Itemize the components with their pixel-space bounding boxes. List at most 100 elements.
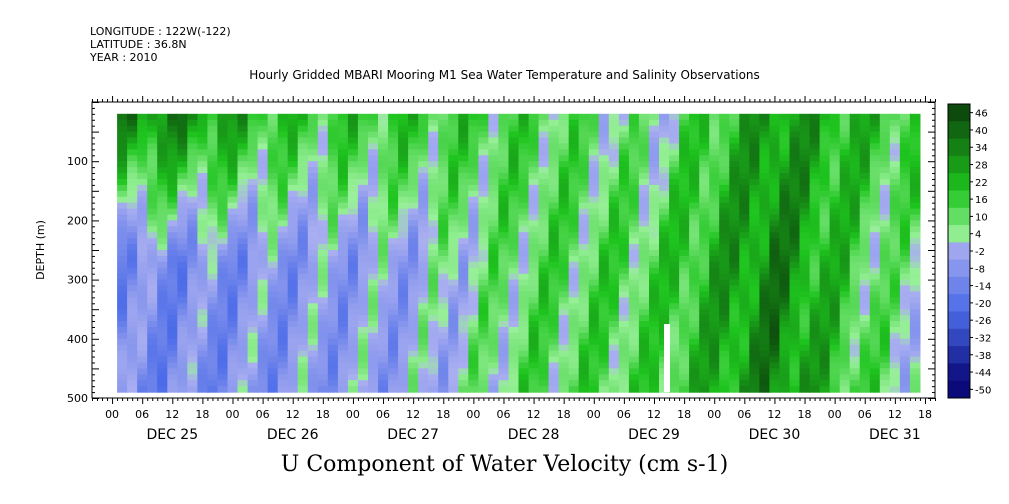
heatmap-cell (478, 279, 489, 287)
heatmap-cell (839, 332, 851, 340)
heatmap-cell (127, 161, 138, 168)
heatmap-cell (759, 279, 770, 287)
heatmap-cell (649, 261, 660, 269)
heatmap-cell (909, 267, 921, 275)
heatmap-cell (889, 149, 901, 156)
heatmap-cell (438, 125, 449, 133)
heatmap-cell (618, 315, 630, 322)
heatmap-cell (167, 285, 178, 292)
heatmap-cell (889, 184, 901, 192)
heatmap-cell (347, 143, 359, 150)
heatmap-cell (247, 332, 259, 340)
heatmap-cell (167, 202, 178, 210)
heatmap-cell (127, 196, 138, 204)
heatmap-cell (468, 362, 479, 369)
heatmap-cell (317, 362, 329, 369)
heatmap-cell (638, 155, 650, 162)
heatmap-cell (237, 155, 249, 162)
heatmap-cell (649, 202, 660, 210)
heatmap-cell (608, 226, 620, 233)
heatmap-cell (498, 226, 509, 233)
heatmap-cell (237, 261, 249, 269)
heatmap-cell (769, 131, 780, 139)
heatmap-cell (638, 244, 650, 251)
heatmap-cell (859, 291, 871, 298)
heatmap-cell (137, 161, 148, 168)
heatmap-cell (859, 362, 871, 369)
heatmap-cell (468, 380, 479, 387)
heatmap-cell (809, 167, 821, 174)
heatmap-cell (829, 250, 841, 257)
heatmap-cell (388, 161, 399, 168)
heatmap-cell (669, 155, 680, 162)
heatmap-cell (127, 285, 138, 292)
heatmap-cell (317, 196, 329, 204)
heatmap-cell (889, 137, 901, 144)
heatmap-cell (247, 232, 259, 239)
heatmap-cell (548, 291, 560, 298)
heatmap-cell (137, 255, 148, 263)
heatmap-cell (679, 125, 690, 133)
heatmap-cell (608, 113, 620, 121)
heatmap-cell (307, 386, 319, 393)
heatmap-cell (207, 113, 218, 121)
heatmap-cell (729, 226, 740, 233)
heatmap-cell (699, 131, 710, 139)
heatmap-cell (709, 297, 720, 304)
heatmap-cell (889, 232, 901, 239)
heatmap-cell (869, 226, 881, 233)
heatmap-cell (337, 344, 349, 352)
colorbar-swatch (948, 363, 970, 382)
heatmap-cell (117, 327, 128, 334)
heatmap-cell (548, 374, 560, 381)
heatmap-cell (428, 155, 439, 162)
heatmap-cell (769, 173, 780, 180)
heatmap-cell (628, 155, 640, 162)
heatmap-cell (117, 137, 128, 144)
heatmap-cell (849, 161, 861, 168)
heatmap-cell (478, 338, 489, 346)
heatmap-cell (177, 356, 188, 364)
heatmap-cell (608, 179, 620, 186)
heatmap-cell (879, 332, 891, 340)
heatmap-cell (187, 131, 198, 139)
heatmap-cell (468, 344, 479, 352)
heatmap-cell (819, 119, 831, 127)
heatmap-cell (889, 279, 901, 287)
heatmap-cell (558, 202, 570, 210)
heatmap-cell (217, 350, 228, 358)
heatmap-cell (388, 297, 399, 304)
heatmap-cell (719, 261, 730, 269)
heatmap-cell (518, 261, 530, 269)
heatmap-cell (859, 238, 871, 245)
heatmap-cell (438, 155, 449, 162)
heatmap-cell (237, 255, 249, 263)
heatmap-cell (839, 344, 851, 352)
heatmap-cell (498, 125, 509, 133)
heatmap-cell (879, 321, 891, 328)
heatmap-cell (157, 374, 168, 381)
heatmap-cell (368, 380, 379, 387)
heatmap-cell (719, 226, 730, 233)
heatmap-cell (327, 131, 339, 139)
heatmap-cell (518, 315, 530, 322)
heatmap-cell (849, 208, 861, 216)
colorbar-label: -14 (975, 282, 991, 293)
heatmap-cell (147, 179, 158, 186)
heatmap-cell (679, 143, 690, 150)
heatmap-cell (849, 214, 861, 221)
heatmap-cell (729, 297, 740, 304)
heatmap-cell (779, 374, 790, 381)
heatmap-cell (297, 297, 309, 304)
heatmap-cell (518, 250, 530, 257)
heatmap-cell (478, 196, 489, 204)
heatmap-cell (378, 173, 389, 180)
heatmap-cell (257, 119, 269, 127)
heatmap-cell (237, 279, 249, 287)
heatmap-cell (388, 273, 399, 281)
heatmap-cell (558, 380, 570, 387)
heatmap-cells (117, 113, 921, 393)
heatmap-cell (719, 332, 730, 340)
heatmap-cell (719, 267, 730, 275)
heatmap-cell (508, 113, 520, 121)
